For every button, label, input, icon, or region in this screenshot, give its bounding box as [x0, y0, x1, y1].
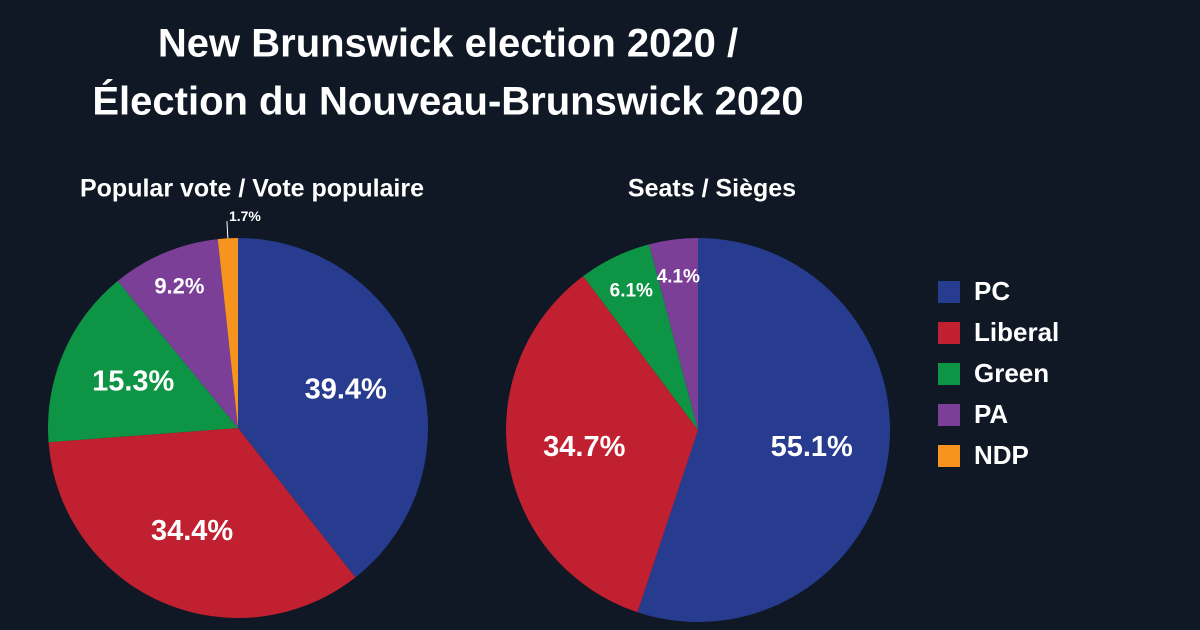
data-label: 6.1% — [610, 281, 653, 302]
data-label: 34.4% — [151, 515, 233, 547]
chart-subtitle: Seats / Sièges — [628, 175, 796, 203]
data-label: 15.3% — [92, 366, 174, 398]
pie-slice — [637, 238, 891, 622]
legend-swatch — [938, 363, 960, 385]
pie-slice — [583, 244, 698, 430]
chart-title: New Brunswick election 2020 / — [158, 22, 738, 66]
data-label: 9.2% — [154, 274, 204, 299]
pie-slice — [506, 276, 698, 613]
legend-swatch — [938, 404, 960, 426]
legend-label: PA — [974, 399, 1008, 429]
leader-line — [226, 221, 229, 239]
pie-slice — [649, 238, 698, 430]
chart-subtitle: Popular vote / Vote populaire — [80, 175, 424, 203]
legend-swatch — [938, 322, 960, 344]
pie-slice — [238, 238, 428, 578]
data-label: 4.1% — [657, 267, 700, 288]
data-label: 55.1% — [771, 431, 853, 463]
data-label: 34.7% — [543, 431, 625, 463]
data-label: 1.7% — [229, 208, 261, 224]
data-label: 39.4% — [305, 373, 387, 405]
legend-label: PC — [974, 276, 1010, 306]
legend-swatch — [938, 445, 960, 467]
pie-slice — [117, 239, 238, 428]
pie-slice — [217, 238, 238, 428]
pie-slice — [48, 428, 356, 618]
legend-label: NDP — [974, 440, 1029, 470]
legend-label: Green — [974, 358, 1049, 388]
legend-label: Liberal — [974, 317, 1059, 347]
legend-swatch — [938, 281, 960, 303]
chart-title: Élection du Nouveau-Brunswick 2020 — [92, 79, 803, 124]
pie-slice — [48, 280, 239, 443]
